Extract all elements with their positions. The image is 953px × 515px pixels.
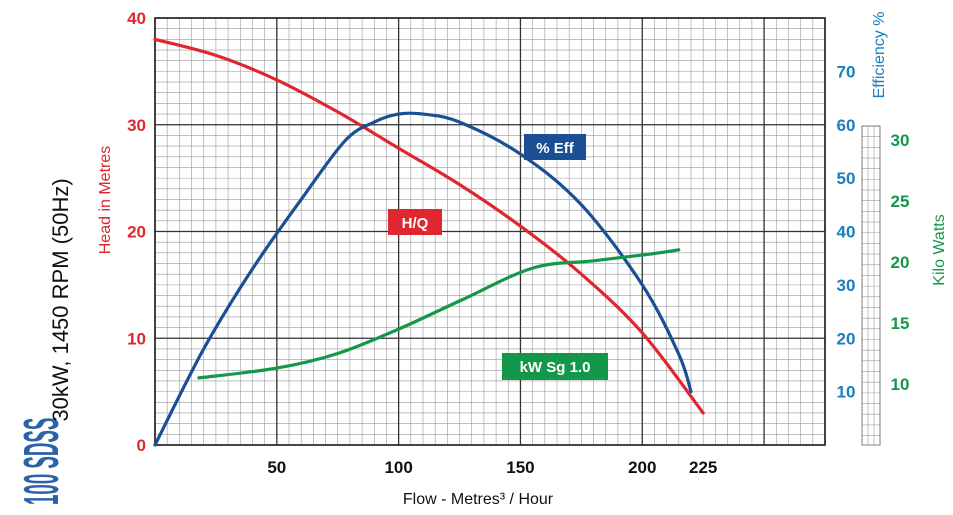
kw-tick-label: 15 — [891, 314, 910, 333]
series-line-kw-sg-1-0 — [197, 248, 681, 380]
head-tick-label: 40 — [127, 9, 146, 28]
kw-axis-grid — [861, 125, 881, 446]
x-tick-label: 150 — [506, 458, 534, 477]
kw-tick-label: 30 — [891, 131, 910, 150]
hq-label: H/Q — [402, 215, 429, 232]
efficiency-tick-label: 60 — [837, 116, 856, 135]
x-tick-label: 50 — [267, 458, 286, 477]
x-tick-label: 200 — [628, 458, 656, 477]
efficiency-tick-label: 10 — [837, 383, 856, 402]
plot-frame — [154, 17, 826, 446]
series-line-h-q — [153, 37, 705, 415]
kw-label-badge: kW Sg 1.0 — [502, 353, 608, 380]
hq-label-badge: H/Q — [388, 209, 442, 235]
efficiency-tick-label: 40 — [837, 223, 856, 242]
pump-model-title: 100 SDSS — [13, 418, 69, 505]
head-axis-label: Head in Metres — [97, 146, 114, 255]
chart-grid — [154, 17, 826, 446]
kw-tick-label: 25 — [891, 192, 910, 211]
head-tick-label: 10 — [127, 329, 146, 348]
kw-axis-label: Kilo Watts — [931, 214, 948, 285]
kw-tick-label: 10 — [891, 375, 910, 394]
efficiency-tick-label: 20 — [837, 329, 856, 348]
chart-subtitle: 30kW, 1450 RPM (50Hz) — [48, 178, 73, 421]
x-axis-label: Flow - Metres³ / Hour — [403, 491, 554, 508]
efficiency-tick-label: 30 — [837, 276, 856, 295]
kw-grid-frame — [861, 125, 881, 446]
kw-label: kW Sg 1.0 — [520, 359, 591, 376]
efficiency-tick-label: 70 — [837, 62, 856, 81]
kw-tick-label: 20 — [891, 253, 910, 272]
eff-label: % Eff — [536, 140, 575, 157]
head-tick-label: 20 — [127, 223, 146, 242]
chart-ticks: 50 100 150 200 225 0 10 20 30 40 10 20 30 40 50 60 70 10 1… — [127, 9, 909, 477]
x-tick-label: 100 — [384, 458, 412, 477]
head-tick-label: 0 — [137, 436, 146, 455]
series-line-eff — [153, 111, 693, 447]
eff-label-badge: % Eff — [524, 134, 586, 160]
chart-series — [153, 37, 705, 447]
x-tick-label: 225 — [689, 458, 717, 477]
efficiency-axis-label: Efficiency % — [871, 12, 888, 99]
head-tick-label: 30 — [127, 116, 146, 135]
efficiency-tick-label: 50 — [837, 169, 856, 188]
